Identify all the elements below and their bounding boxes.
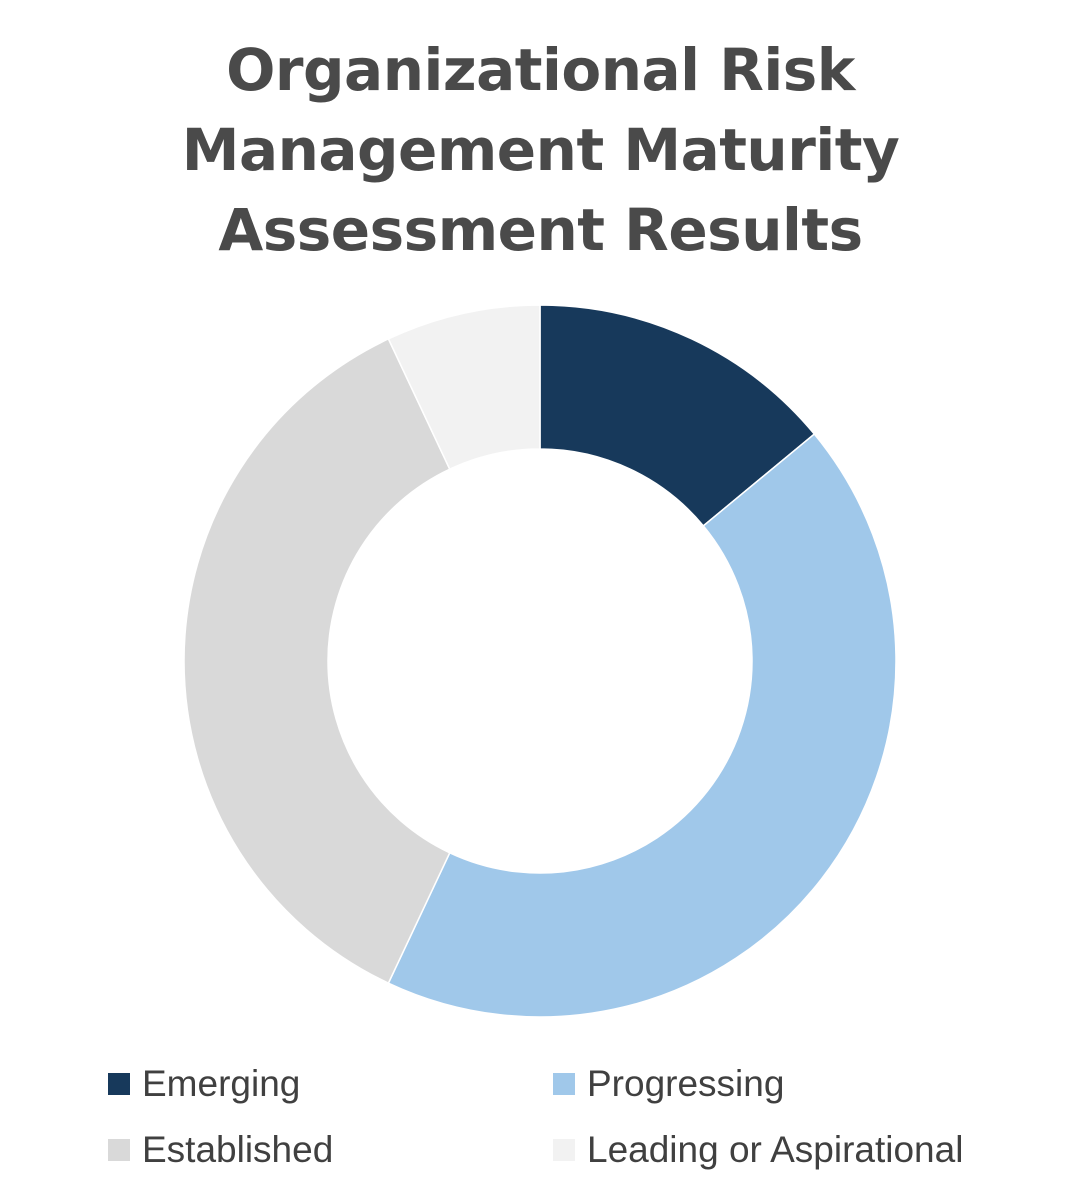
legend-item-established: Established: [108, 1129, 334, 1170]
legend-item-leading-or-aspirational: Leading or Aspirational: [553, 1129, 964, 1170]
chart-title: Organizational Risk Management Maturity …: [0, 30, 1081, 270]
legend-swatch-emerging: [108, 1073, 130, 1095]
legend-label-established: Established: [142, 1129, 334, 1170]
legend-swatch-progressing: [553, 1073, 575, 1095]
legend-swatch-leading-or-aspirational: [553, 1139, 575, 1161]
legend-label-progressing: Progressing: [587, 1063, 785, 1104]
legend-label-emerging: Emerging: [142, 1063, 301, 1104]
legend-swatch-established: [108, 1139, 130, 1161]
legend-item-emerging: Emerging: [108, 1063, 301, 1104]
chart-title-line-1: Organizational Risk: [226, 36, 855, 104]
legend-label-leading-or-aspirational: Leading or Aspirational: [587, 1129, 964, 1170]
chart-title-line-3: Assessment Results: [218, 196, 863, 264]
chart-title-line-2: Management Maturity: [181, 116, 900, 184]
donut-slice-leading-or-aspirational: [387, 304, 541, 471]
legend-item-progressing: Progressing: [553, 1063, 785, 1104]
donut-slice-established: [183, 337, 451, 985]
donut-slice-progressing: [387, 433, 897, 1018]
